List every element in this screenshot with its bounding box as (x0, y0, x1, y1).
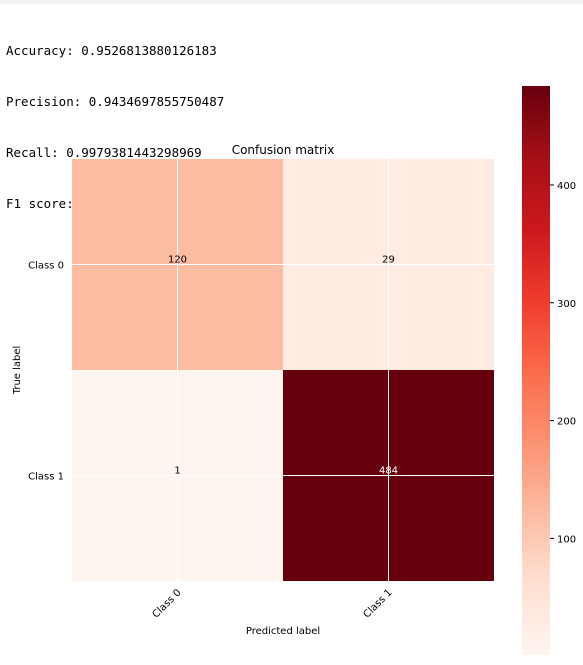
colorbar-tick-label: 400 (557, 181, 576, 192)
cell-value-r0-c0: 120 (168, 255, 187, 266)
output-area-top-border (0, 0, 583, 4)
gridlines (72, 159, 494, 581)
cell-value-labels: 120 29 1 484 (168, 255, 398, 477)
recall-line: Recall: 0.9979381443298969 (6, 145, 202, 160)
y-tick-label: Class 1 (28, 472, 64, 483)
y-axis-label: True label (12, 346, 23, 396)
cell-value-r0-c1: 29 (382, 255, 395, 266)
heatmap-cells (72, 159, 494, 581)
colorbar-tick-label: 100 (557, 534, 576, 545)
accuracy-line: Accuracy: 0.9526813880126183 (6, 43, 217, 58)
colorbar-tick-label: 300 (557, 299, 576, 310)
y-axis-ticks: Class 0 Class 1 (28, 261, 64, 483)
precision-line: Precision: 0.9434697855750487 (6, 94, 225, 109)
chart-title: Confusion matrix (232, 143, 335, 157)
x-axis-ticks: Class 0 Class 1 (150, 587, 394, 620)
colorbar (522, 86, 550, 655)
colorbar-tick-label: 200 (557, 417, 576, 428)
cell-value-r1-c1: 484 (379, 466, 398, 477)
x-tick-label: Class 1 (361, 587, 394, 620)
x-tick-label: Class 0 (150, 587, 183, 620)
colorbar-ticks: 100 200 300 400 (550, 181, 576, 545)
x-axis-label: Predicted label (246, 626, 320, 637)
y-tick-label: Class 0 (28, 261, 64, 272)
cell-value-r1-c0: 1 (174, 466, 180, 477)
